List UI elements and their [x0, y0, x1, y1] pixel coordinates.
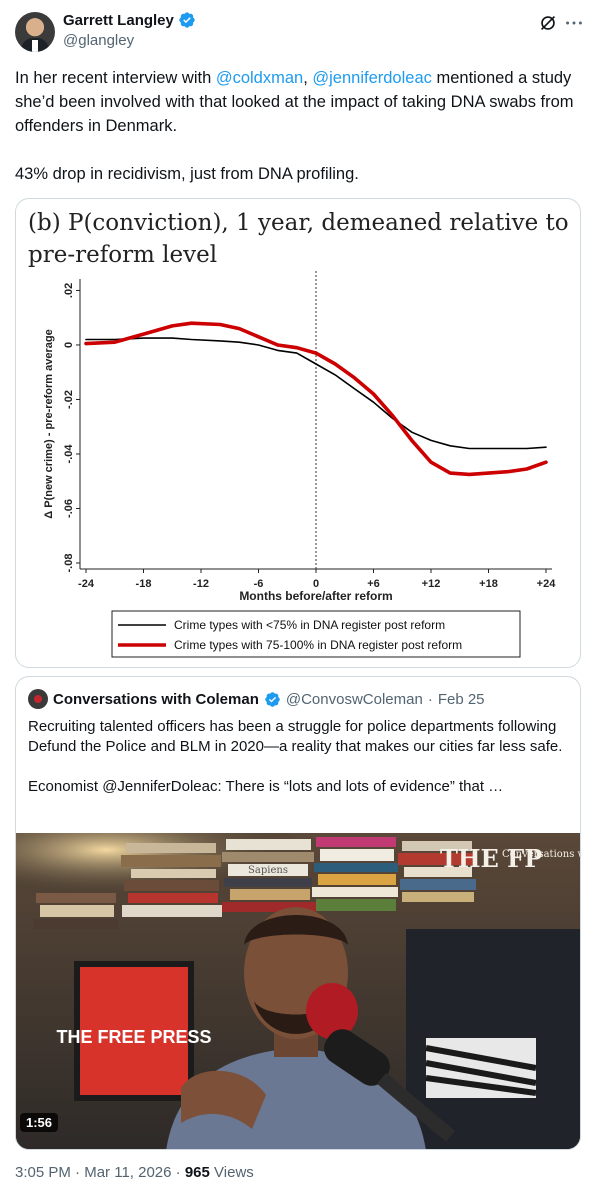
y-axis-label: Δ P(new crime) - pre-reform average	[43, 329, 55, 518]
series-line-1	[85, 337, 547, 450]
x-axis-label: Months before/after reform	[239, 589, 392, 603]
chart-title: (b) P(conviction), 1 year, demeaned rela…	[28, 210, 569, 268]
show-logo: THE FP Conversations with Coleman	[440, 844, 581, 873]
quote-paragraph-2: Economist @JenniferDoleac: There is “lot…	[28, 778, 504, 795]
quoted-tweet[interactable]: Conversations with Coleman @ConvoswColem…	[15, 676, 581, 1150]
author-display-name[interactable]: Garrett Langley	[63, 11, 174, 29]
video-duration: 1:56	[20, 1113, 59, 1132]
free-press-sign: THE FREE PRESS	[56, 961, 212, 1101]
quote-date[interactable]: Feb 25	[437, 690, 485, 708]
x-tick-label: -6	[254, 578, 264, 590]
y-tick-label: -.06	[63, 499, 75, 518]
microphone-icon	[306, 983, 455, 1142]
quote-paragraph: Recruiting talented officers has been a …	[28, 718, 563, 755]
tweet-text: In her recent interview with @coldxman, …	[15, 66, 581, 186]
quote-display-name[interactable]: Conversations with Coleman	[53, 690, 259, 708]
quote-text: Recruiting talented officers has been a …	[28, 717, 568, 797]
quote-header: Conversations with Coleman @ConvoswColem…	[28, 689, 485, 709]
y-tick-label: .02	[63, 283, 75, 298]
author-avatar[interactable]	[15, 12, 55, 52]
y-tick-label: -.04	[63, 444, 75, 464]
video-player[interactable]: Sapiens THE FP Conversations with Colema…	[16, 833, 581, 1149]
text-span: ,	[303, 69, 313, 87]
x-tick-label: +12	[422, 578, 441, 590]
y-tick-label: -.08	[63, 554, 75, 573]
legend-box	[111, 610, 521, 658]
quote-avatar[interactable]	[28, 689, 48, 709]
x-tick-label: 0	[313, 578, 319, 590]
views-count: 965	[184, 1164, 210, 1181]
mention-link-coldxman[interactable]: @coldxman	[215, 69, 304, 87]
x-tick-label: +6	[367, 578, 380, 590]
separator-dot: ·	[75, 1164, 81, 1181]
chart-image[interactable]: -.08 -.06 -.04 -.02 0 .02 -24 -18 -12 -6 0 +6 +12 +18…	[15, 198, 581, 668]
x-tick-label: +18	[479, 578, 498, 590]
text-span: In her recent interview with	[15, 69, 216, 87]
x-tick-label: -18	[136, 578, 152, 590]
video-frame: Sapiens THE FP Conversations with Colema…	[16, 833, 581, 1149]
svg-text:THE FP: THE FP	[440, 844, 542, 873]
y-tick-label: -.02	[63, 390, 75, 409]
svg-text:THE FREE PRESS: THE FREE PRESS	[56, 1027, 211, 1047]
views-label: Views	[214, 1164, 254, 1181]
bookshelf: Sapiens	[34, 837, 476, 929]
grok-icon[interactable]	[537, 12, 559, 34]
tweet-time[interactable]: 3:05 PM	[15, 1164, 71, 1181]
author-handle[interactable]: @glangley	[63, 32, 135, 49]
y-tick-label: 0	[63, 342, 75, 348]
verified-badge-icon	[179, 12, 195, 28]
book-spine-text: Sapiens	[248, 865, 288, 876]
x-tick-label: -24	[78, 578, 95, 590]
mention-link-jenniferdoleac[interactable]: @jenniferdoleac	[312, 69, 432, 87]
quote-handle[interactable]: @ConvoswColeman	[285, 690, 423, 708]
series-line-2	[84, 321, 548, 477]
more-options-icon[interactable]	[563, 12, 585, 34]
x-tick-label: +24	[537, 578, 557, 590]
tweet-date[interactable]: Mar 11, 2026	[84, 1164, 172, 1181]
separator-dot: ·	[175, 1164, 181, 1181]
author-name-row: Garrett Langley	[63, 11, 196, 29]
text-span: mentioned a study she’d been involved wi…	[15, 69, 574, 135]
line-chart: -.08 -.06 -.04 -.02 0 .02 -24 -18 -12 -6 0 +6 +12 +18…	[20, 271, 578, 665]
legend-label-1: Crime types with <75% in DNA register po…	[174, 618, 445, 632]
legend-label-2: Crime types with 75-100% in DNA register…	[174, 638, 462, 652]
svg-text:Conversations with Coleman: Conversations with Coleman	[502, 849, 581, 860]
verified-badge-icon	[265, 691, 280, 707]
separator-dot: ·	[427, 690, 433, 708]
x-tick-label: -12	[193, 578, 209, 590]
tweet-timestamp: 3:05 PM · Mar 11, 2026 · 965 Views	[15, 1164, 254, 1181]
tweet-paragraph-2: 43% drop in recidivism, just from DNA pr…	[15, 165, 359, 183]
tweet-paragraph: In her recent interview with @coldxman, …	[15, 66, 581, 138]
tweet-header: Garrett Langley @glangley	[15, 10, 582, 56]
